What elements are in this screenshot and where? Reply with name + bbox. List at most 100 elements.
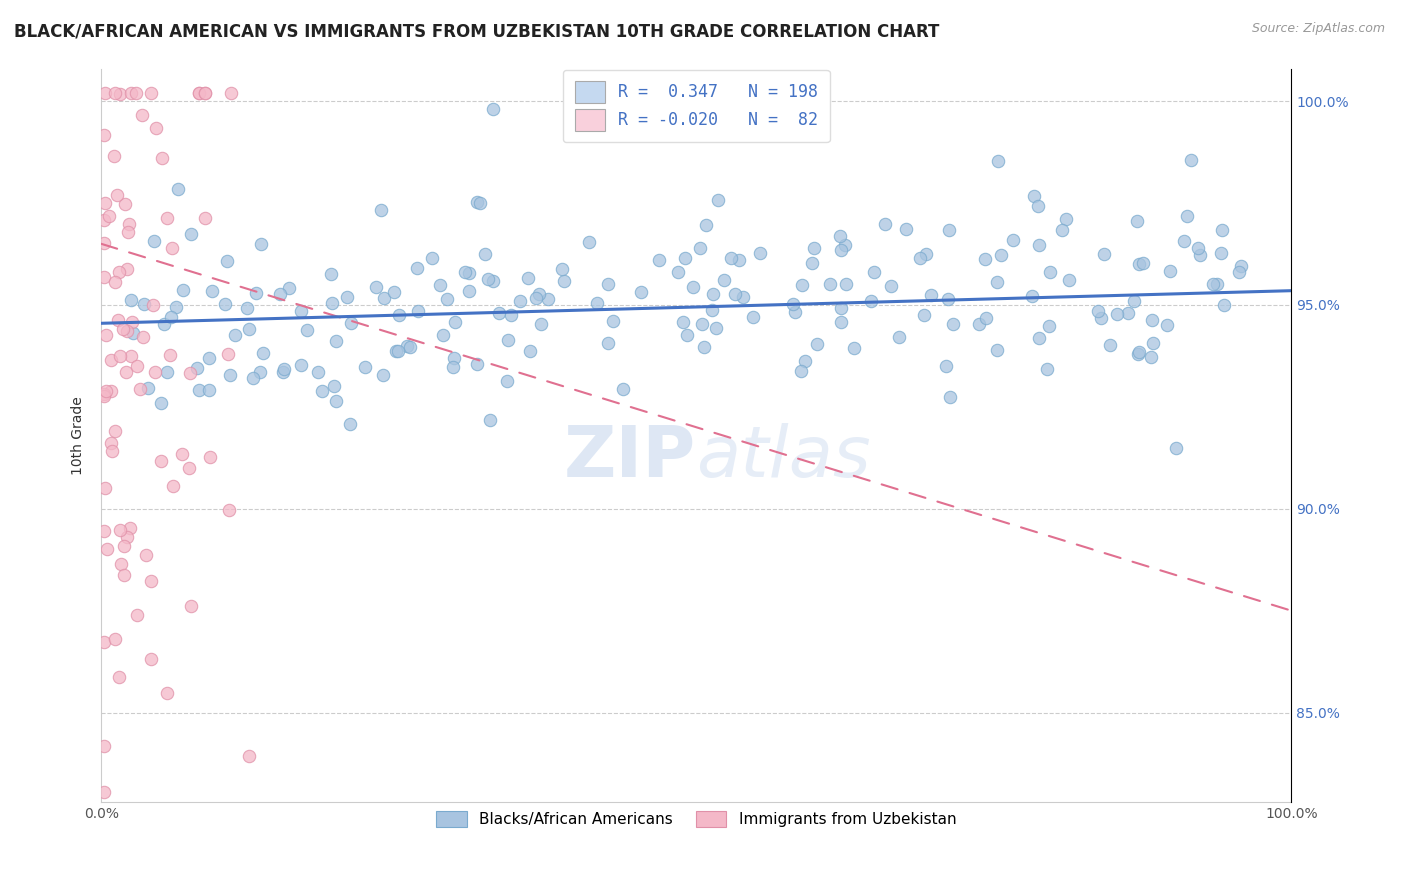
Point (896, 221, 918, 235)
Point (162, 479, 184, 493)
Point (150, 453, 173, 467)
Point (101, 444, 124, 458)
Point (273, 362, 295, 376)
Point (104, 86, 127, 100)
Point (252, 346, 274, 360)
Point (830, 301, 852, 315)
Point (217, 254, 239, 268)
Point (1212, 298, 1234, 312)
Point (93, 635, 115, 649)
Point (1202, 277, 1225, 291)
Point (177, 461, 200, 475)
Point (1126, 347, 1149, 361)
Point (120, 349, 142, 363)
Point (114, 196, 136, 211)
Point (242, 370, 264, 384)
Point (1001, 233, 1024, 247)
Point (217, 347, 239, 361)
Point (1142, 335, 1164, 350)
Point (200, 450, 222, 464)
Point (477, 272, 499, 286)
Point (1211, 245, 1233, 260)
Point (112, 540, 135, 554)
Point (828, 228, 851, 243)
Point (100, 353, 122, 368)
Point (783, 304, 806, 318)
Point (420, 252, 443, 266)
Point (180, 599, 202, 614)
Point (830, 315, 852, 329)
Point (128, 382, 150, 396)
Point (150, 151, 173, 165)
Point (482, 103, 505, 117)
Point (108, 265, 131, 279)
Point (682, 280, 704, 294)
Point (465, 194, 488, 209)
Point (529, 287, 551, 301)
Point (509, 294, 531, 309)
Point (887, 329, 910, 343)
Point (986, 275, 1008, 289)
Point (1039, 264, 1062, 278)
Point (908, 252, 931, 266)
Point (197, 383, 219, 397)
Point (395, 339, 418, 353)
Point (219, 86, 242, 100)
Point (942, 318, 965, 332)
Point (93, 785, 115, 799)
Point (125, 359, 148, 374)
Point (100, 436, 122, 450)
Point (648, 252, 671, 267)
Point (117, 530, 139, 544)
Point (93, 236, 115, 251)
Point (1211, 223, 1233, 237)
Point (132, 330, 155, 344)
Point (93, 128, 115, 142)
Point (382, 285, 405, 299)
Point (818, 277, 841, 291)
Point (720, 251, 742, 265)
Point (676, 328, 699, 343)
Point (1159, 264, 1181, 278)
Point (578, 235, 600, 249)
Point (700, 303, 723, 318)
Point (236, 301, 259, 316)
Text: atlas: atlas (696, 423, 870, 491)
Point (551, 261, 574, 276)
Point (1022, 188, 1045, 202)
Point (142, 234, 165, 248)
Point (467, 357, 489, 371)
Point (458, 285, 481, 299)
Point (93, 269, 115, 284)
Point (938, 292, 960, 306)
Point (1156, 318, 1178, 333)
Point (218, 503, 240, 517)
Point (974, 310, 997, 325)
Point (290, 358, 312, 372)
Point (93, 195, 115, 210)
Point (689, 241, 711, 255)
Point (524, 291, 547, 305)
Point (121, 315, 143, 329)
Point (373, 291, 395, 305)
Point (474, 246, 496, 260)
Point (790, 277, 813, 292)
Point (388, 308, 411, 322)
Point (488, 305, 510, 319)
Point (325, 334, 347, 349)
Point (107, 312, 129, 326)
Point (873, 217, 896, 231)
Point (1090, 311, 1112, 326)
Point (939, 390, 962, 404)
Point (93, 213, 115, 227)
Point (1230, 260, 1253, 274)
Point (1059, 273, 1081, 287)
Point (834, 238, 856, 252)
Point (145, 121, 167, 136)
Point (1123, 293, 1146, 308)
Text: BLACK/AFRICAN AMERICAN VS IMMIGRANTS FROM UZBEKISTAN 10TH GRADE CORRELATION CHAR: BLACK/AFRICAN AMERICAN VS IMMIGRANTS FRO… (14, 22, 939, 40)
Point (498, 333, 520, 347)
Point (198, 351, 221, 366)
Point (406, 303, 429, 318)
Point (1099, 338, 1122, 352)
